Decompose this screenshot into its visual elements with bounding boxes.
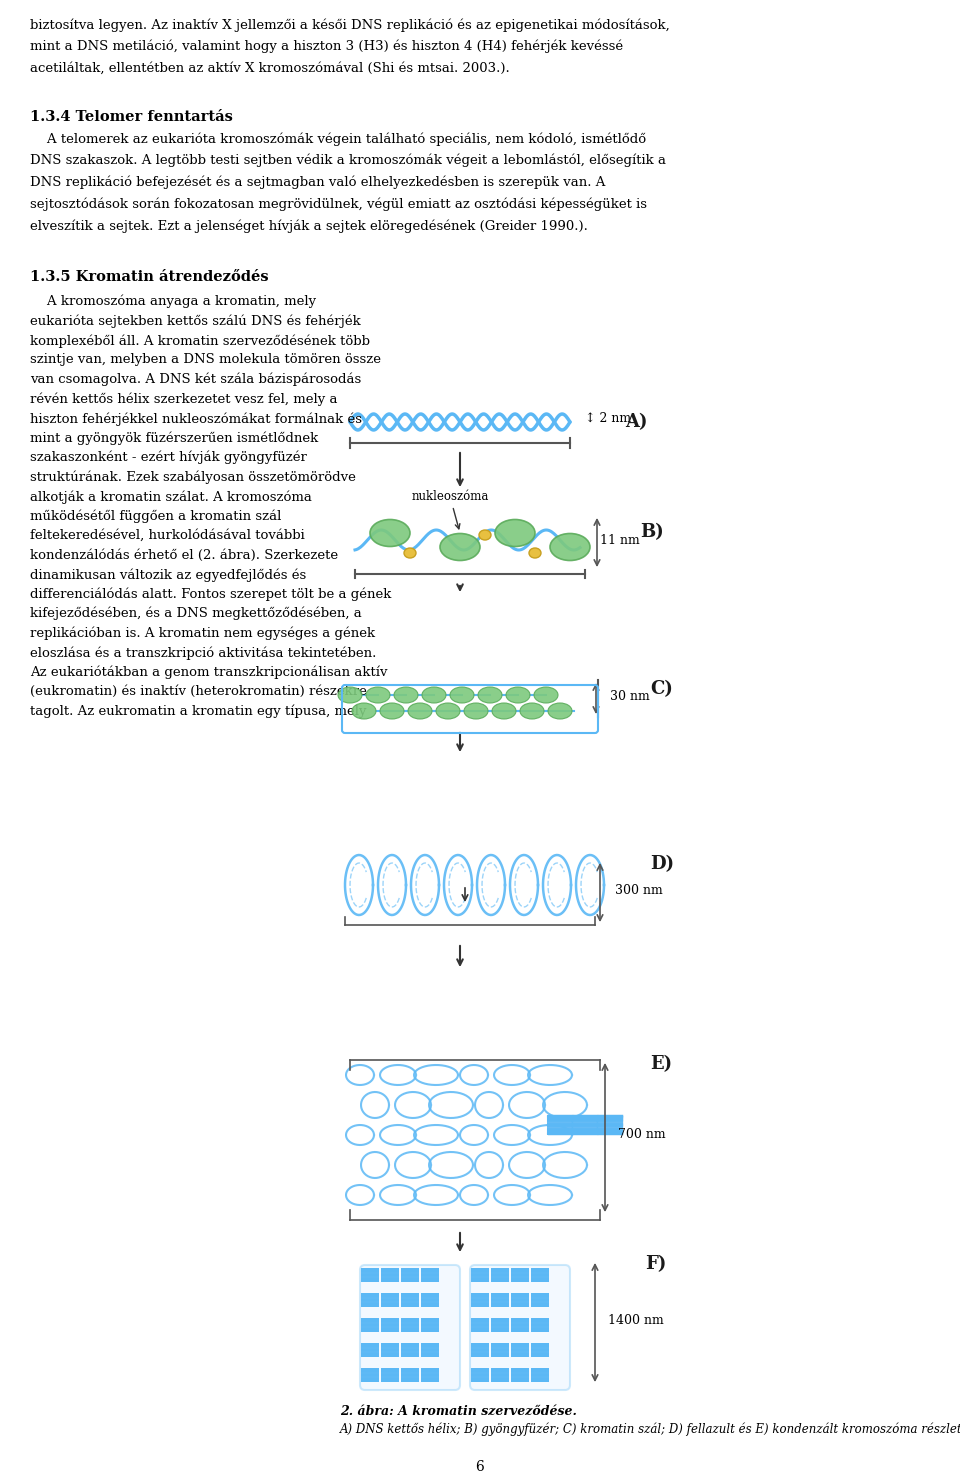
Text: differenciálódás alatt. Fontos szerepet tölt be a gének: differenciálódás alatt. Fontos szerepet … (30, 588, 392, 601)
Text: biztosítva legyen. Az inaktív X jellemzői a késői DNS replikáció és az epigeneti: biztosítva legyen. Az inaktív X jellemző… (30, 18, 670, 74)
Text: B): B) (640, 523, 663, 541)
Ellipse shape (550, 533, 590, 560)
Text: 700 nm: 700 nm (618, 1128, 665, 1142)
Ellipse shape (380, 703, 404, 719)
Text: 1400 nm: 1400 nm (608, 1313, 663, 1326)
Ellipse shape (404, 548, 416, 558)
Text: feltekeredésével, hurkolódásával további: feltekeredésével, hurkolódásával további (30, 529, 304, 542)
Ellipse shape (338, 687, 362, 703)
Text: F): F) (645, 1255, 666, 1273)
Ellipse shape (464, 703, 488, 719)
Ellipse shape (506, 687, 530, 703)
Text: ↕ 2 nm: ↕ 2 nm (585, 412, 631, 424)
Ellipse shape (370, 520, 410, 546)
Text: 1.3.4 Telomer fenntartás: 1.3.4 Telomer fenntartás (30, 109, 233, 124)
Ellipse shape (366, 687, 390, 703)
Ellipse shape (422, 687, 446, 703)
Ellipse shape (478, 687, 502, 703)
Text: (eukromatin) és inaktív (heterokromatin) részekre: (eukromatin) és inaktív (heterokromatin)… (30, 685, 367, 699)
Text: révén kettős hélix szerkezetet vesz fel, mely a: révén kettős hélix szerkezetet vesz fel,… (30, 393, 338, 406)
Text: A telomerek az eukarióta kromoszómák végein található speciális, nem kódoló, ism: A telomerek az eukarióta kromoszómák vég… (30, 131, 666, 233)
Ellipse shape (492, 703, 516, 719)
Text: 11 nm: 11 nm (600, 533, 639, 546)
FancyBboxPatch shape (360, 1264, 460, 1390)
Ellipse shape (529, 548, 541, 558)
Ellipse shape (534, 687, 558, 703)
Text: A): A) (625, 414, 647, 431)
Text: D): D) (650, 855, 674, 873)
Text: szakaszonként - ezért hívják gyöngyfüzér: szakaszonként - ezért hívják gyöngyfüzér (30, 450, 307, 464)
Text: replikációban is. A kromatin nem egységes a gének: replikációban is. A kromatin nem egysége… (30, 626, 375, 640)
Ellipse shape (436, 703, 460, 719)
Text: A) DNS kettős hélix; B) gyöngyfüzér; C) kromatin szál; D) fellazult és E) konden: A) DNS kettős hélix; B) gyöngyfüzér; C) … (340, 1422, 960, 1437)
Text: eloszlása és a transzkripció aktivitása tekintetében.: eloszlása és a transzkripció aktivitása … (30, 645, 376, 660)
Ellipse shape (520, 703, 544, 719)
Text: dinamikusan változik az egyedfejlődés és: dinamikusan változik az egyedfejlődés és (30, 569, 306, 582)
Text: szintje van, melyben a DNS molekula tömören össze: szintje van, melyben a DNS molekula tömö… (30, 353, 381, 366)
Ellipse shape (352, 703, 376, 719)
Text: nukleoszóma: nukleoszóma (411, 490, 489, 529)
Ellipse shape (408, 703, 432, 719)
Text: 6: 6 (475, 1459, 485, 1474)
Text: 2. ábra: A kromatin szerveződése.: 2. ábra: A kromatin szerveződése. (340, 1405, 577, 1418)
FancyBboxPatch shape (470, 1264, 570, 1390)
Text: 300 nm: 300 nm (615, 883, 662, 897)
Text: működésétől függően a kromatin szál: működésétől függően a kromatin szál (30, 510, 281, 523)
Ellipse shape (450, 687, 474, 703)
Ellipse shape (548, 703, 572, 719)
Ellipse shape (495, 520, 535, 546)
Text: van csomagolva. A DNS két szála bázispárosodás: van csomagolva. A DNS két szála bázispár… (30, 374, 361, 387)
Text: 1.3.5 Kromatin átrendeződés: 1.3.5 Kromatin átrendeződés (30, 270, 269, 284)
Text: Az eukariótákban a genom transzkripcionálisan aktív: Az eukariótákban a genom transzkripcioná… (30, 666, 388, 679)
Text: komplexéből áll. A kromatin szerveződésének több: komplexéből áll. A kromatin szerveződésé… (30, 334, 370, 347)
Text: 30 nm: 30 nm (610, 691, 650, 703)
Text: kifejeződésében, és a DNS megkettőződésében, a: kifejeződésében, és a DNS megkettőződésé… (30, 607, 362, 620)
Text: kondenzálódás érhető el (2. ábra). Szerkezete: kondenzálódás érhető el (2. ábra). Szerk… (30, 548, 338, 561)
Text: alkotják a kromatin szálat. A kromoszóma: alkotják a kromatin szálat. A kromoszóma (30, 490, 312, 504)
Text: tagolt. Az eukromatin a kromatin egy típusa, mely: tagolt. Az eukromatin a kromatin egy típ… (30, 705, 367, 718)
Ellipse shape (440, 533, 480, 560)
Text: hiszton fehérjékkel nukleoszómákat formálnak és: hiszton fehérjékkel nukleoszómákat formá… (30, 412, 362, 425)
Text: A kromoszóma anyaga a kromatin, mely: A kromoszóma anyaga a kromatin, mely (30, 295, 316, 309)
Text: mint a gyöngyök füzérszerűen ismétlődnek: mint a gyöngyök füzérszerűen ismétlődnek (30, 431, 319, 445)
Ellipse shape (479, 530, 491, 541)
Text: eukarióta sejtekben kettős szálú DNS és fehérjék: eukarióta sejtekben kettős szálú DNS és … (30, 315, 361, 328)
Text: struktúrának. Ezek szabályosan összetömörödve: struktúrának. Ezek szabályosan összetömö… (30, 471, 356, 484)
Text: C): C) (650, 679, 673, 699)
Ellipse shape (394, 687, 418, 703)
Text: E): E) (650, 1055, 672, 1072)
